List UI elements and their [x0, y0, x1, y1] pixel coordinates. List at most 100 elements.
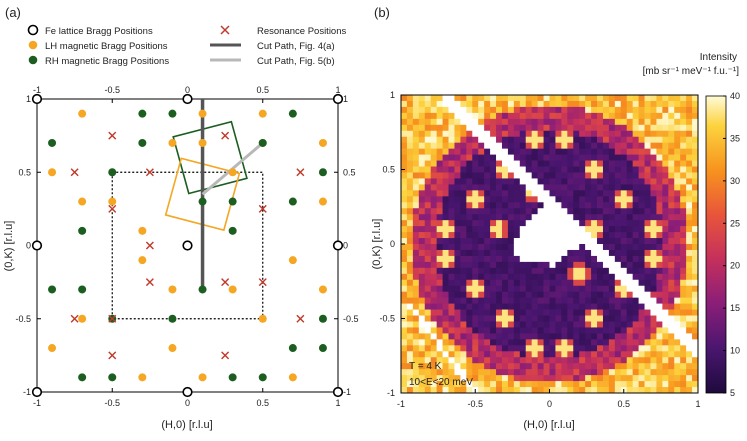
heat-cell	[401, 339, 408, 346]
heat-cell	[496, 238, 503, 245]
heat-cell	[579, 369, 586, 376]
heat-cell	[531, 190, 539, 197]
heat-cell	[537, 160, 544, 167]
heat-cell	[519, 345, 527, 352]
heat-cell	[662, 315, 669, 322]
heat-cell	[454, 357, 461, 364]
heat-cell	[424, 196, 432, 203]
heat-cell	[608, 214, 616, 221]
heat-cell	[543, 381, 550, 388]
heat-cell	[412, 124, 420, 132]
heat-cell	[442, 375, 449, 382]
heat-cell	[579, 363, 586, 370]
heat-cell	[531, 95, 539, 102]
heat-cell	[507, 178, 515, 185]
heat-cell	[466, 118, 473, 126]
heat-cell	[519, 148, 527, 155]
heat-cell	[668, 220, 675, 227]
heat-cell	[448, 255, 455, 263]
heat-cell	[472, 333, 479, 340]
heat-cell	[519, 303, 527, 310]
heat-cell	[424, 118, 432, 126]
heat-cell	[644, 196, 651, 203]
heat-cell	[501, 142, 509, 150]
heat-cell	[484, 315, 491, 322]
heat-cell	[602, 184, 610, 191]
heat-cell	[436, 226, 443, 233]
heat-cell	[650, 333, 657, 340]
heat-cell	[555, 333, 562, 340]
heat-cell	[573, 249, 580, 257]
heat-cell	[436, 249, 443, 257]
heat-cell	[531, 387, 539, 393]
heat-cell	[644, 315, 651, 322]
heat-cell	[401, 238, 408, 245]
heat-cell	[579, 387, 586, 393]
heat-cell	[442, 214, 449, 221]
heat-cell	[454, 238, 461, 245]
heat-cell	[513, 244, 521, 251]
heat-cell	[579, 321, 586, 328]
heat-cell	[448, 142, 455, 150]
point-fe-bragg	[31, 386, 43, 398]
heat-cell	[638, 130, 645, 138]
heat-cell	[401, 226, 408, 233]
heat-cell	[573, 375, 580, 382]
heat-cell	[436, 297, 443, 304]
heat-cell	[650, 166, 657, 173]
heat-cell	[620, 208, 628, 215]
heat-cell	[478, 100, 485, 108]
heat-cell	[519, 100, 527, 108]
heat-cell	[626, 345, 634, 352]
heat-cell	[513, 303, 521, 310]
heat-cell	[632, 172, 639, 179]
heat-cell	[692, 387, 698, 393]
heat-cell	[525, 363, 533, 370]
heat-cell	[466, 333, 473, 340]
heat-cell	[424, 214, 432, 221]
heat-cell	[412, 196, 420, 203]
heat-cell	[543, 279, 550, 287]
heat-cell	[496, 196, 503, 203]
heat-cell	[692, 208, 698, 215]
heat-cell	[501, 267, 509, 275]
heat-cell	[460, 244, 467, 251]
heat-cell	[626, 95, 634, 102]
heat-cell	[519, 249, 527, 257]
heat-cell	[620, 249, 628, 257]
heat-cell	[543, 261, 550, 269]
heat-cell	[555, 381, 562, 388]
heat-cell	[424, 303, 432, 310]
heat-cell	[412, 226, 420, 233]
heat-cell	[401, 303, 408, 310]
heat-cell	[472, 363, 479, 370]
heat-cell	[626, 309, 634, 316]
heat-cell	[507, 321, 515, 328]
heat-cell	[531, 106, 539, 114]
heat-cell	[525, 142, 533, 150]
heat-cell	[585, 142, 592, 150]
heat-cell	[401, 130, 408, 138]
heat-cell	[531, 285, 539, 293]
heat-cell	[543, 363, 550, 370]
heat-cell	[454, 148, 461, 155]
heat-cell	[620, 244, 628, 251]
heat-cell	[501, 196, 509, 203]
heat-cell	[644, 339, 651, 346]
heat-cell	[632, 142, 639, 150]
point-rh-magnetic	[228, 197, 237, 206]
legend: Fe lattice Bragg Positions LH magnetic B…	[27, 24, 346, 67]
heat-cell	[549, 315, 556, 322]
heat-cell	[418, 202, 426, 209]
heat-cell	[507, 357, 515, 364]
heat-cell	[401, 387, 408, 393]
heat-cell	[472, 148, 479, 155]
heat-cell	[501, 273, 509, 281]
heat-cell	[507, 100, 515, 108]
heat-cell	[567, 387, 574, 393]
heat-cell	[513, 95, 521, 102]
heat-cell	[567, 95, 574, 102]
heat-cell	[585, 309, 592, 316]
heat-cell	[579, 267, 586, 275]
heat-cell	[496, 345, 503, 352]
